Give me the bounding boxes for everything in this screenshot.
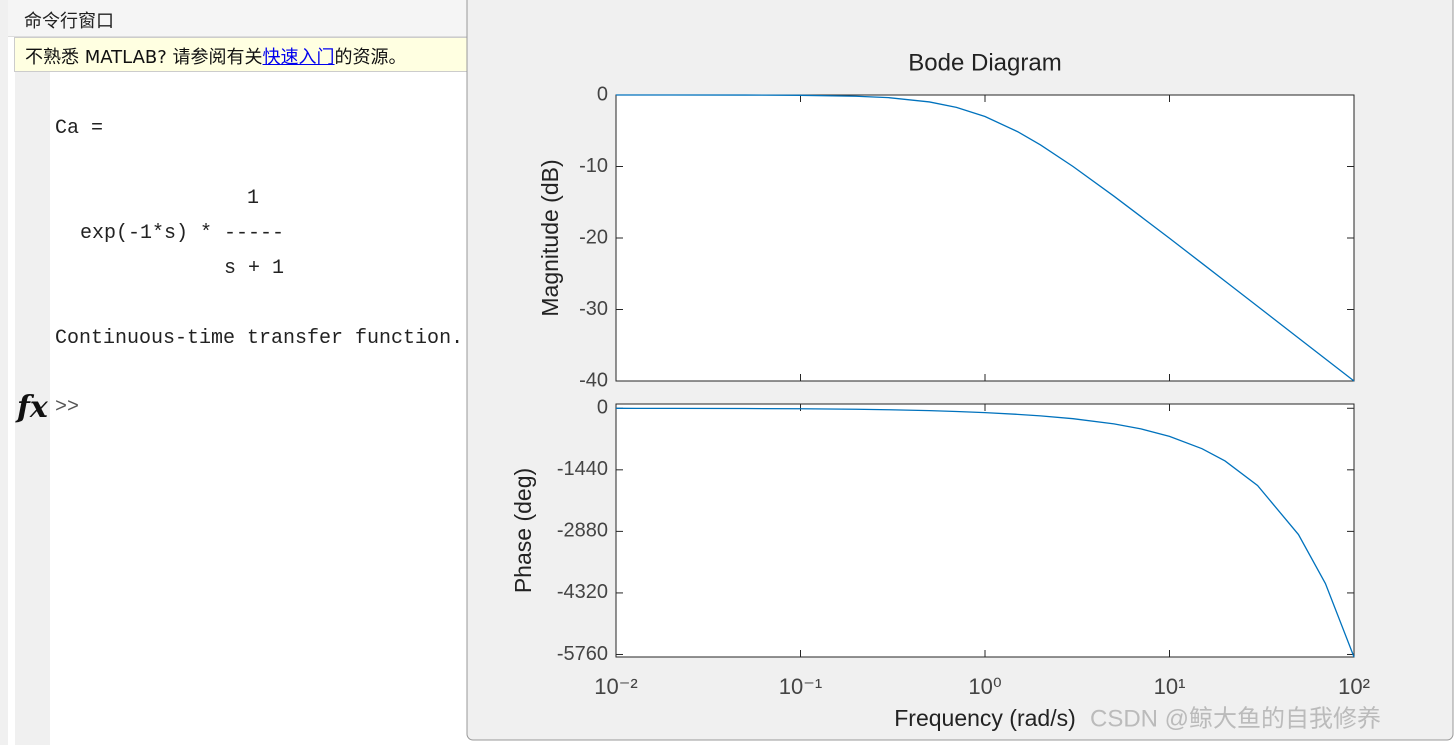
line-series — [615, 94, 1355, 382]
y-tick-label: -5760 — [557, 643, 608, 665]
notice-bar — [14, 37, 484, 72]
notice: 不熟悉 MATLAB? 请参阅有关快速入门的资源。 — [25, 43, 407, 69]
y-tick-label: -1440 — [557, 458, 608, 480]
output-line: s + 1 — [224, 257, 285, 280]
output-line: Continuous-time transfer function. — [55, 327, 464, 350]
quick-start-link[interactable]: 快速入门 — [262, 47, 335, 68]
window-title: 命令行窗口 — [24, 11, 114, 32]
plot-area — [615, 94, 1355, 382]
y-axis-label: Magnitude (dB) — [537, 159, 563, 316]
y-tick-label: 0 — [597, 397, 608, 419]
output-line: exp(-1*s) * ----- — [80, 222, 285, 245]
notice-text: 的资源。 — [334, 47, 407, 68]
output-line: 1 — [247, 187, 260, 210]
chart-title: Bode Diagram — [908, 49, 1061, 76]
left-edge — [0, 0, 8, 745]
y-tick-label: -30 — [579, 298, 608, 320]
line-series — [615, 407, 1355, 658]
figure-window: Bode Diagram CSDN @鲸大鱼的自我修养 0 -10 -20 -30 -4… — [466, 0, 1454, 741]
plot-area — [615, 403, 1355, 658]
prompt: >> — [55, 396, 80, 419]
y-tick-label: -2880 — [557, 520, 608, 542]
y-tick-label: 0 — [597, 83, 608, 105]
output-line: Ca = — [55, 117, 104, 140]
x-tick-label: 10⁻¹ — [779, 674, 822, 699]
x-tick-label: 10¹ — [1154, 674, 1186, 699]
fx-icon[interactable]: fx — [17, 390, 48, 425]
notice-text: 不熟悉 MATLAB? 请参阅有关 — [25, 47, 263, 68]
x-tick-label: 10⁰ — [968, 674, 1001, 699]
y-tick-label: -20 — [579, 226, 608, 248]
y-tick-label: -4320 — [557, 581, 608, 603]
x-axis-label: Frequency (rad/s) — [894, 705, 1076, 731]
watermark: CSDN @鲸大鱼的自我修养 — [1090, 705, 1381, 732]
gutter — [15, 72, 50, 745]
x-tick-label: 10² — [1338, 674, 1370, 699]
y-axis-label: Phase (deg) — [510, 468, 536, 593]
title-bar — [8, 0, 478, 37]
x-tick-label: 10⁻² — [594, 674, 637, 699]
y-tick-label: -40 — [579, 369, 608, 391]
y-tick-label: -10 — [579, 155, 608, 177]
